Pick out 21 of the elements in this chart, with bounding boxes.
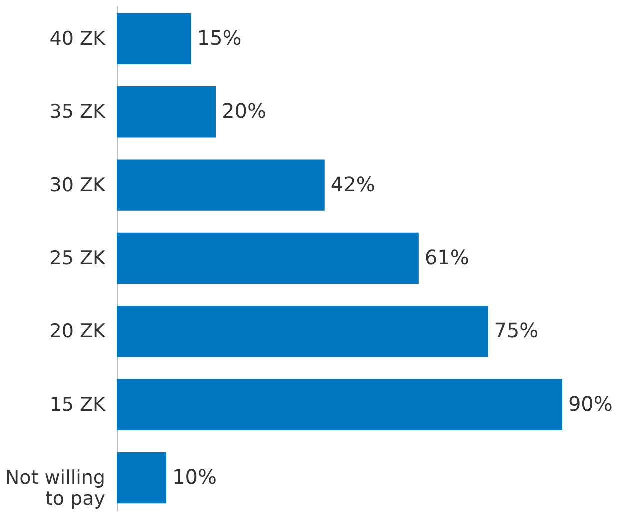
y-tick-label: 35 ZK [50, 101, 106, 124]
bar [117, 86, 216, 138]
data-label: 42% [330, 172, 376, 196]
y-tick-label: 25 ZK [50, 248, 106, 270]
data-label: 20% [222, 99, 266, 124]
bar [117, 379, 562, 430]
bar [117, 13, 192, 65]
data-label: 90% [568, 392, 613, 416]
y-tick-label: 20 ZK [50, 320, 106, 343]
data-label: 15% [197, 26, 242, 50]
bar [117, 160, 325, 211]
data-label: 61% [424, 246, 470, 270]
y-tick-label: 15 ZK [50, 394, 106, 416]
y-tick-label: 40 ZK [50, 28, 106, 50]
y-tick-label: Not willing to pay [5, 467, 106, 510]
bar [117, 232, 419, 284]
y-tick-label: 30 ZK [50, 174, 106, 196]
data-label: 75% [494, 318, 539, 343]
bar [117, 452, 166, 504]
bar [117, 306, 488, 358]
data-label: 10% [172, 465, 217, 490]
